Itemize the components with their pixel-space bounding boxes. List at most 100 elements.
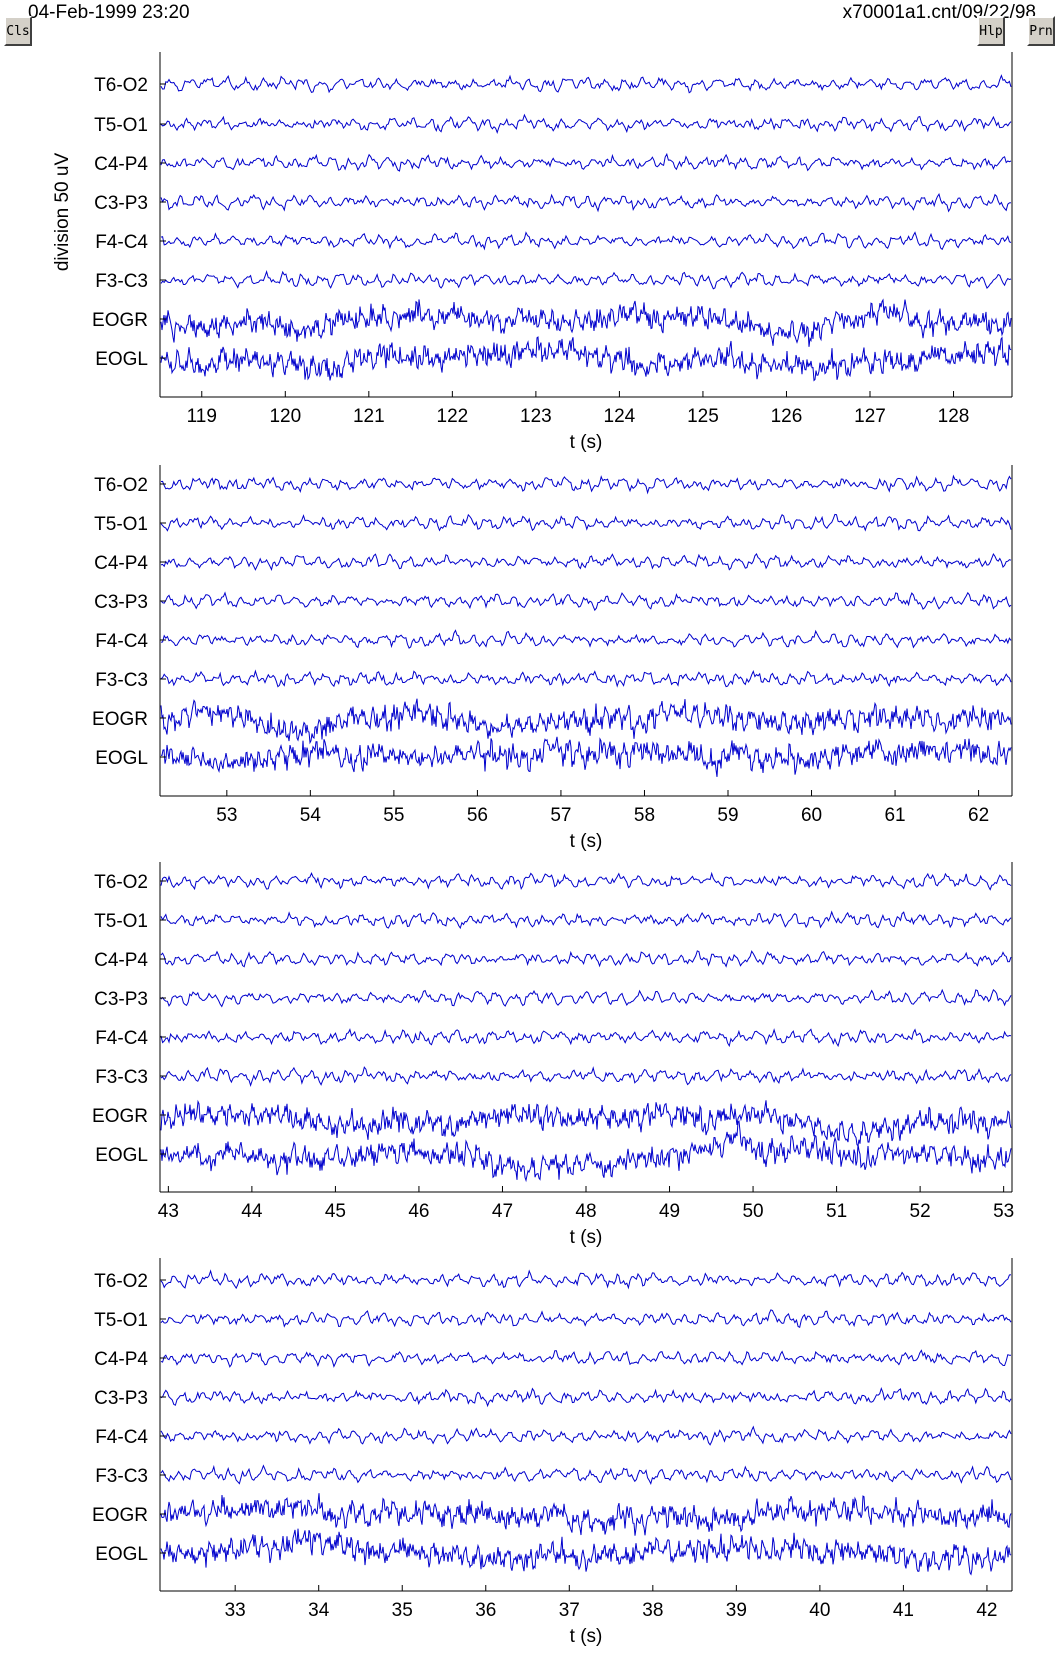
x-tick-label: 124 (604, 406, 636, 427)
trace-t6-o2 (160, 474, 1012, 495)
x-tick-label: 127 (854, 406, 886, 427)
x-tick-label: 39 (726, 1600, 747, 1621)
x-tick-label: 52 (910, 1201, 931, 1222)
x-tick-label: 59 (717, 805, 738, 826)
channel-label: C4-P4 (94, 950, 148, 971)
channel-label: F3-C3 (95, 1466, 148, 1487)
x-tick-label: 61 (884, 805, 905, 826)
recording-datetime: 04-Feb-1999 23:20 (28, 2, 190, 23)
trace-c4-p4 (160, 1349, 1012, 1368)
trace-f4-c4 (160, 231, 1012, 251)
x-tick-label: 53 (216, 805, 237, 826)
channel-label: EOGR (92, 1505, 148, 1526)
channel-label: EOGL (95, 1544, 148, 1565)
x-tick-label: 33 (225, 1600, 246, 1621)
trace-eogl (160, 1528, 1012, 1576)
trace-t5-o1 (160, 910, 1012, 930)
trace-f3-c3 (160, 1066, 1012, 1087)
channel-label: EOGR (92, 310, 148, 331)
help-button[interactable]: Hlp (977, 16, 1005, 46)
trace-eogr (160, 1099, 1012, 1147)
channel-label: T5-O1 (94, 1310, 148, 1331)
x-tick-label: 38 (642, 1600, 663, 1621)
x-tick-label: 40 (809, 1600, 830, 1621)
x-tick-label: 41 (893, 1600, 914, 1621)
channel-label: F4-C4 (95, 631, 148, 652)
x-tick-label: 121 (353, 406, 385, 427)
x-tick-label: 120 (269, 406, 301, 427)
x-tick-label: 119 (187, 406, 217, 427)
eeg-panel-3: T6-O2 T5-O1 C4-P4 C3-P3 F4-C4 F3-C3 EOGR EOGL 43… (92, 862, 1014, 1248)
channel-label: F4-C4 (95, 1427, 148, 1448)
channel-label: F3-C3 (95, 271, 148, 292)
trace-f3-c3 (160, 270, 1012, 290)
channel-label: EOGL (95, 1145, 148, 1166)
trace-t5-o1 (160, 113, 1012, 135)
x-tick-label: 42 (976, 1600, 997, 1621)
trace-c3-p3 (160, 591, 1012, 612)
channel-label: F4-C4 (95, 1028, 148, 1049)
channel-label: F3-C3 (95, 1067, 148, 1088)
trace-eogl (160, 336, 1012, 382)
eeg-panel-1: T6-O2 T5-O1 C4-P4 C3-P3 F4-C4 F3-C3 EOGR EOGL 11… (52, 52, 1013, 453)
clear-button[interactable]: Cls (4, 16, 32, 46)
x-axis-label: t (s) (570, 432, 603, 453)
channel-label: C4-P4 (94, 154, 148, 175)
x-tick-label: 43 (158, 1201, 179, 1222)
trace-eogl (160, 1120, 1012, 1183)
channel-label: EOGL (95, 349, 148, 370)
channel-label: EOGR (92, 1106, 148, 1127)
channel-label: F3-C3 (95, 670, 148, 691)
x-tick-label: 51 (826, 1201, 847, 1222)
x-tick-label: 62 (968, 805, 989, 826)
x-tick-label: 47 (492, 1201, 513, 1222)
x-tick-label: 56 (467, 805, 488, 826)
channel-label: EOGR (92, 709, 148, 730)
y-axis-label: division 50 uV (52, 153, 73, 272)
x-tick-label: 46 (408, 1201, 429, 1222)
x-axis-label: t (s) (570, 1227, 603, 1248)
trace-f4-c4 (160, 1028, 1012, 1048)
trace-c3-p3 (160, 1386, 1012, 1408)
trace-c3-p3 (160, 988, 1012, 1008)
trace-t6-o2 (160, 74, 1012, 94)
channel-label: T5-O1 (94, 911, 148, 932)
eeg-panel-2: T6-O2 T5-O1 C4-P4 C3-P3 F4-C4 F3-C3 EOGR EOGL 53… (92, 465, 1013, 852)
x-tick-label: 55 (383, 805, 404, 826)
trace-eogr (160, 298, 1012, 347)
trace-f3-c3 (160, 669, 1012, 688)
trace-f4-c4 (160, 629, 1012, 649)
trace-f3-c3 (160, 1464, 1012, 1485)
trace-eogr (160, 698, 1012, 745)
x-tick-label: 57 (550, 805, 571, 826)
x-tick-label: 58 (634, 805, 655, 826)
trace-eogl (160, 736, 1012, 777)
trace-c4-p4 (160, 152, 1012, 172)
print-button[interactable]: Prn (1027, 16, 1055, 46)
channel-label: T5-O1 (94, 514, 148, 535)
channel-label: T6-O2 (94, 872, 148, 893)
x-axis-label: t (s) (570, 831, 603, 852)
channel-label: C3-P3 (94, 193, 148, 214)
channel-label: C3-P3 (94, 1388, 148, 1409)
x-tick-label: 128 (938, 406, 970, 427)
x-tick-label: 125 (687, 406, 719, 427)
trace-t6-o2 (160, 871, 1012, 891)
channel-label: C3-P3 (94, 592, 148, 613)
x-tick-label: 60 (801, 805, 822, 826)
x-tick-label: 36 (475, 1600, 496, 1621)
eeg-panel-4: T6-O2 T5-O1 C4-P4 C3-P3 F4-C4 F3-C3 EOGR EOGL 33… (92, 1258, 1013, 1647)
channel-label: C4-P4 (94, 553, 148, 574)
x-tick-label: 50 (742, 1201, 763, 1222)
x-tick-label: 35 (392, 1600, 413, 1621)
x-tick-label: 44 (241, 1201, 263, 1222)
x-tick-label: 49 (659, 1201, 680, 1222)
trace-f4-c4 (160, 1425, 1012, 1446)
trace-c4-p4 (160, 950, 1012, 968)
trace-t5-o1 (160, 1309, 1012, 1329)
x-tick-label: 48 (575, 1201, 596, 1222)
trace-t5-o1 (160, 513, 1012, 532)
x-tick-label: 53 (993, 1201, 1014, 1222)
channel-label: EOGL (95, 748, 148, 769)
